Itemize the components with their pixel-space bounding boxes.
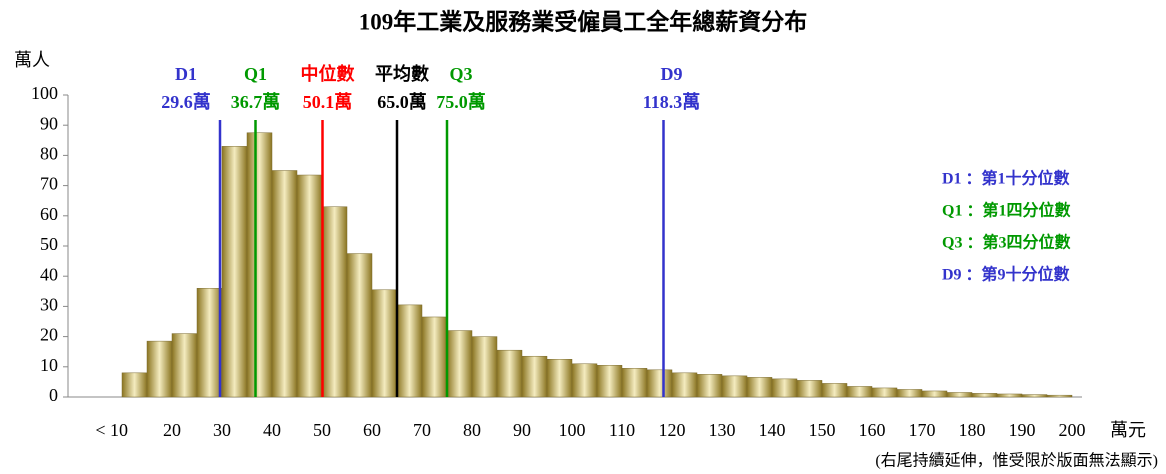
bar bbox=[296, 174, 323, 398]
bar bbox=[746, 377, 773, 398]
x-tick-label: 150 bbox=[809, 420, 836, 440]
bar bbox=[1046, 394, 1073, 398]
bar bbox=[146, 340, 173, 398]
bar bbox=[696, 374, 723, 398]
bar bbox=[721, 375, 748, 398]
bar bbox=[971, 393, 998, 398]
legend-entry: D9 ：第9十分位數 bbox=[942, 265, 1070, 284]
x-axis-label: 萬元 bbox=[1110, 420, 1146, 440]
bar bbox=[271, 170, 298, 398]
bar bbox=[996, 393, 1023, 398]
y-tick-label: 50 bbox=[40, 234, 58, 254]
bar bbox=[421, 316, 448, 398]
bar bbox=[771, 378, 798, 398]
y-tick-label: 80 bbox=[40, 144, 58, 164]
x-tick-label: 200 bbox=[1059, 420, 1086, 440]
x-tick-label: 170 bbox=[909, 420, 936, 440]
marker-name: 中位數 bbox=[301, 63, 355, 84]
bar bbox=[321, 206, 348, 398]
x-tick-label: 100 bbox=[559, 420, 586, 440]
y-tick-label: 10 bbox=[40, 355, 58, 375]
y-tick-label: 90 bbox=[40, 113, 58, 133]
bar bbox=[846, 386, 873, 398]
y-tick-label: 100 bbox=[31, 83, 58, 103]
bar bbox=[1021, 394, 1048, 398]
x-tick-label: 110 bbox=[609, 420, 635, 440]
marker-value: 50.1萬 bbox=[303, 92, 353, 112]
bar bbox=[346, 253, 373, 398]
footnote: (右尾持續延伸，惟受限於版面無法顯示) bbox=[875, 452, 1158, 470]
x-tick-label: 180 bbox=[959, 420, 986, 440]
legend-entry: Q3 ：第3四分位數 bbox=[942, 233, 1070, 252]
bar bbox=[646, 369, 673, 398]
bar bbox=[946, 392, 973, 398]
x-tick-label: < 10 bbox=[95, 420, 128, 440]
y-tick-label: 60 bbox=[40, 204, 58, 224]
bar bbox=[371, 289, 398, 398]
x-tick-label: 160 bbox=[859, 420, 886, 440]
marker-name: Q1 bbox=[244, 64, 267, 84]
marker-value: 29.6萬 bbox=[161, 92, 211, 112]
legend-entry: Q1 ：第1四分位數 bbox=[942, 201, 1070, 220]
x-tick-label: 30 bbox=[213, 420, 231, 440]
bar bbox=[246, 132, 273, 398]
marker-name: D1 bbox=[175, 64, 197, 84]
marker-value: 118.3萬 bbox=[643, 92, 701, 112]
y-tick-label: 40 bbox=[40, 264, 58, 284]
legend-entry: D1 ：第1十分位數 bbox=[942, 169, 1070, 188]
bar bbox=[496, 349, 523, 398]
x-tick-label: 80 bbox=[463, 420, 481, 440]
y-tick-label: 20 bbox=[40, 325, 58, 345]
x-tick-label: 130 bbox=[709, 420, 736, 440]
marker-name: Q3 bbox=[449, 64, 472, 84]
bar bbox=[196, 288, 223, 398]
bar bbox=[871, 387, 898, 398]
bar bbox=[621, 368, 648, 398]
marker-value: 75.0萬 bbox=[436, 92, 486, 112]
bar bbox=[896, 389, 923, 398]
chart-title: 109年工業及服務業受僱員工全年總薪資分布 bbox=[359, 8, 808, 34]
bar bbox=[671, 372, 698, 398]
x-tick-label: 120 bbox=[659, 420, 686, 440]
bar bbox=[571, 363, 598, 398]
bar bbox=[796, 380, 823, 398]
marker-value: 36.7萬 bbox=[231, 92, 281, 112]
bar bbox=[446, 330, 473, 398]
y-tick-label: 30 bbox=[40, 295, 58, 315]
x-tick-label: 90 bbox=[513, 420, 531, 440]
y-axis-label: 萬人 bbox=[14, 50, 50, 70]
bar bbox=[596, 365, 623, 398]
y-tick-label: 70 bbox=[40, 174, 58, 194]
bar bbox=[221, 146, 248, 398]
marker-name: 平均數 bbox=[375, 63, 429, 84]
bar bbox=[396, 304, 423, 398]
x-tick-label: 20 bbox=[163, 420, 181, 440]
x-tick-label: 60 bbox=[363, 420, 381, 440]
marker-name: D9 bbox=[661, 64, 683, 84]
marker-value: 65.0萬 bbox=[377, 92, 427, 112]
x-tick-label: 50 bbox=[313, 420, 331, 440]
bar bbox=[521, 355, 548, 398]
x-tick-label: 40 bbox=[263, 420, 281, 440]
bar bbox=[171, 333, 198, 398]
bar bbox=[121, 372, 148, 398]
bar bbox=[921, 390, 948, 398]
bar bbox=[821, 383, 848, 398]
x-tick-label: 140 bbox=[759, 420, 786, 440]
x-tick-label: 190 bbox=[1009, 420, 1036, 440]
x-tick-label: 70 bbox=[413, 420, 431, 440]
bar bbox=[471, 336, 498, 398]
bar bbox=[546, 359, 573, 398]
y-tick-label: 0 bbox=[49, 385, 58, 405]
